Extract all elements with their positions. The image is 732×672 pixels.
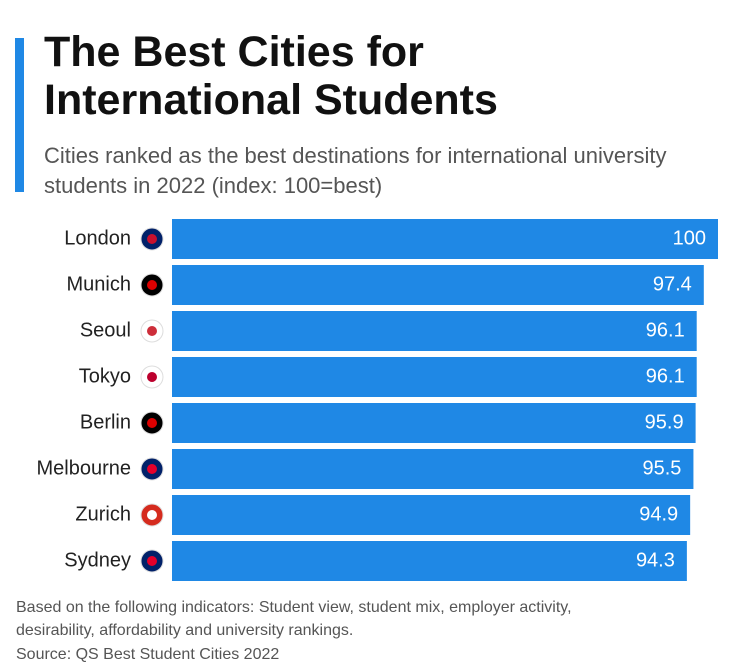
bar: [172, 449, 694, 489]
bar: [172, 541, 687, 581]
flag-detail: [147, 510, 157, 520]
footnote: Based on the following indicators: Stude…: [16, 599, 572, 639]
category-label: Tokyo: [79, 365, 131, 387]
flag-detail: [147, 234, 157, 244]
value-label: 96.1: [646, 319, 685, 341]
value-label: 96.1: [646, 365, 685, 387]
flag-detail: [147, 418, 157, 428]
category-label: London: [64, 227, 131, 249]
bar: [172, 403, 696, 443]
chart-title: The Best Cities for International Studen…: [44, 28, 498, 124]
bar: [172, 495, 691, 535]
value-label: 94.9: [639, 503, 678, 525]
category-label: Berlin: [80, 411, 131, 433]
chart-subtitle: Cities ranked as the best destinations f…: [44, 143, 667, 198]
title-accent: [15, 38, 24, 192]
category-label: Seoul: [80, 319, 131, 341]
value-label: 100: [673, 227, 706, 249]
flag-detail: [147, 280, 157, 290]
flag-detail: [147, 556, 157, 566]
category-label: Munich: [67, 273, 131, 295]
category-label: Sydney: [64, 549, 131, 571]
value-label: 95.5: [642, 457, 681, 479]
bar: [172, 357, 697, 397]
source: Source: QS Best Student Cities 2022: [16, 646, 280, 663]
bar: [172, 265, 704, 305]
value-label: 95.9: [645, 411, 684, 433]
value-label: 97.4: [653, 273, 692, 295]
category-label: Zurich: [75, 503, 131, 525]
value-label: 94.3: [636, 549, 675, 571]
flag-detail: [147, 372, 157, 382]
bar: [172, 219, 718, 259]
chart: London 100 Munich 97.4 Seoul 96.1 Tokyo 96.1 Ber…: [36, 219, 718, 581]
flag-detail: [147, 326, 157, 336]
bar: [172, 311, 697, 351]
flag-detail: [147, 464, 157, 474]
category-label: Melbourne: [36, 457, 131, 479]
